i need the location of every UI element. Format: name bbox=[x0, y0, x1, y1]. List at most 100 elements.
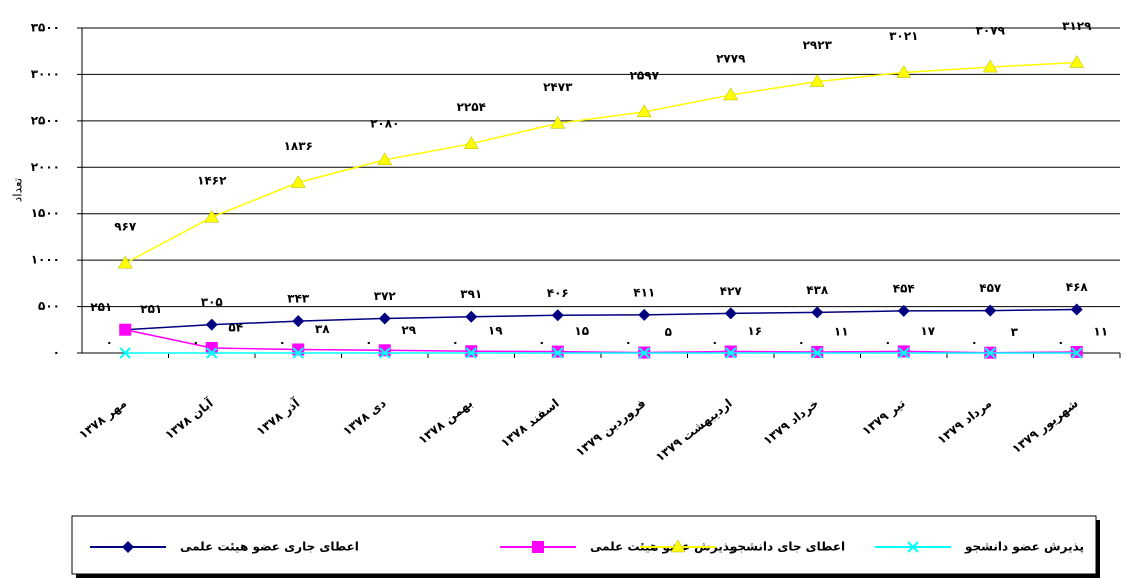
marker bbox=[206, 347, 218, 359]
data-label: ۲۰۸۰ bbox=[370, 116, 399, 130]
marker bbox=[670, 539, 686, 553]
series-line bbox=[125, 328, 1077, 354]
data-label: ۱۱ bbox=[834, 324, 849, 338]
y-tick-label: ۳۵۰۰ bbox=[31, 21, 60, 35]
marker bbox=[724, 307, 737, 320]
data-label: ۰ bbox=[625, 336, 632, 350]
data-label: ۴۵۴ bbox=[893, 281, 915, 295]
data-label: ۱۸۳۶ bbox=[284, 139, 313, 153]
x-tick-label: مهر ۱۳۷۸ bbox=[76, 396, 129, 442]
data-label: ۰ bbox=[971, 336, 978, 350]
marker bbox=[552, 347, 564, 359]
data-label: ۲۵۱ bbox=[90, 300, 112, 314]
data-label: ۳۹۱ bbox=[460, 287, 482, 301]
marker bbox=[896, 64, 912, 78]
data-label: ۵ bbox=[665, 325, 672, 339]
y-tick-label: ۱۵۰۰ bbox=[31, 206, 60, 220]
y-axis-label: تعداد bbox=[11, 178, 25, 202]
x-tick-label: فروردین ۱۳۷۹ bbox=[573, 396, 649, 460]
x-tick-label: مرداد ۱۳۷۹ bbox=[935, 396, 995, 447]
marker bbox=[1071, 347, 1083, 359]
data-label: ۳۰۲۱ bbox=[889, 29, 918, 43]
data-label: ۴۲۷ bbox=[720, 284, 743, 298]
marker bbox=[204, 209, 220, 223]
marker bbox=[119, 323, 132, 336]
marker bbox=[724, 345, 737, 358]
data-label: ۰ bbox=[365, 336, 372, 350]
data-label: ۳۷۲ bbox=[374, 289, 397, 303]
y-tick-label: ۳۰۰۰ bbox=[31, 67, 60, 81]
data-label: ۳۰۷۹ bbox=[976, 24, 1006, 38]
data-label: ۱۹ bbox=[488, 324, 503, 338]
data-label: ۴۳۸ bbox=[806, 283, 829, 297]
y-tick-label: ۱۰۰۰ bbox=[31, 253, 60, 267]
legend-label: پذیرش عضو دانشجو bbox=[964, 540, 1084, 555]
marker bbox=[984, 304, 997, 317]
marker bbox=[550, 115, 566, 129]
marker bbox=[465, 345, 478, 358]
data-label: ۰ bbox=[192, 336, 199, 350]
x-tick-label: دی ۱۳۷۸ bbox=[340, 396, 389, 438]
marker bbox=[897, 345, 910, 358]
data-label: ۹۶۷ bbox=[114, 220, 137, 234]
data-label: ۲۴۷۳ bbox=[543, 80, 573, 94]
x-tick-label: اردیبهشت ۱۳۷۹ bbox=[653, 396, 735, 464]
data-label: ۴۵۷ bbox=[979, 281, 1002, 295]
marker bbox=[811, 306, 824, 319]
data-label: ۲۲۵۴ bbox=[457, 100, 486, 114]
data-label: ۰ bbox=[798, 336, 805, 350]
data-label: ۰ bbox=[452, 336, 459, 350]
marker bbox=[117, 255, 133, 269]
y-tick-label: ۲۵۰۰ bbox=[31, 113, 60, 127]
x-tick-label: خرداد ۱۳۷۹ bbox=[761, 396, 822, 448]
marker bbox=[119, 347, 131, 359]
x-tick-label: شهریور ۱۳۷۹ bbox=[1009, 396, 1081, 457]
data-label: ۰ bbox=[279, 336, 286, 350]
marker bbox=[897, 304, 910, 317]
data-label: ۲۵۹۷ bbox=[630, 68, 660, 82]
marker bbox=[636, 104, 652, 118]
data-label: ۰ bbox=[106, 336, 113, 350]
x-tick-label: تیر ۱۳۷۹ bbox=[859, 396, 907, 438]
data-label: ۲۹۲۳ bbox=[803, 38, 833, 52]
marker bbox=[377, 152, 393, 166]
x-tick-label: اسفند ۱۳۷۸ bbox=[498, 396, 562, 450]
data-label: ۰ bbox=[711, 336, 718, 350]
data-label: ۴۱۱ bbox=[633, 285, 655, 299]
x-tick-label: بهمن ۱۳۷۸ bbox=[416, 396, 476, 447]
marker bbox=[551, 309, 564, 322]
y-tick-label: ۲۰۰۰ bbox=[31, 160, 60, 174]
data-label: ۵۴ bbox=[228, 320, 243, 334]
marker bbox=[1069, 54, 1085, 68]
data-label: ۱۴۶۲ bbox=[197, 174, 227, 188]
data-label: ۴۰۶ bbox=[547, 286, 569, 300]
marker bbox=[465, 347, 477, 359]
marker bbox=[379, 347, 391, 359]
marker bbox=[725, 347, 737, 359]
data-label: ۲۹ bbox=[401, 323, 416, 337]
marker bbox=[1070, 303, 1083, 316]
y-tick-label: ۰ bbox=[53, 346, 60, 360]
marker bbox=[898, 347, 910, 359]
data-label: ۴۶۸ bbox=[1066, 280, 1089, 294]
marker bbox=[723, 87, 739, 101]
x-tick-label: آبان ۱۳۷۸ bbox=[162, 395, 217, 442]
data-label: ۱۷ bbox=[920, 324, 935, 338]
series-line bbox=[125, 308, 1077, 331]
data-label: ۳۱۲۹ bbox=[1062, 19, 1092, 33]
data-label: ۳ bbox=[1011, 325, 1019, 339]
data-label: ۲۵۱ bbox=[140, 302, 162, 316]
data-label: ۱۶ bbox=[747, 324, 762, 338]
x-tick-label: آذر ۱۳۷۸ bbox=[253, 395, 303, 439]
marker bbox=[205, 318, 218, 331]
marker bbox=[292, 315, 305, 328]
marker bbox=[984, 347, 996, 359]
marker bbox=[638, 347, 650, 359]
marker bbox=[378, 312, 391, 325]
marker bbox=[907, 541, 919, 553]
data-label: ۳۰۵ bbox=[201, 295, 223, 309]
marker bbox=[809, 74, 825, 87]
marker bbox=[463, 136, 479, 149]
data-label: ۰ bbox=[1057, 336, 1064, 350]
